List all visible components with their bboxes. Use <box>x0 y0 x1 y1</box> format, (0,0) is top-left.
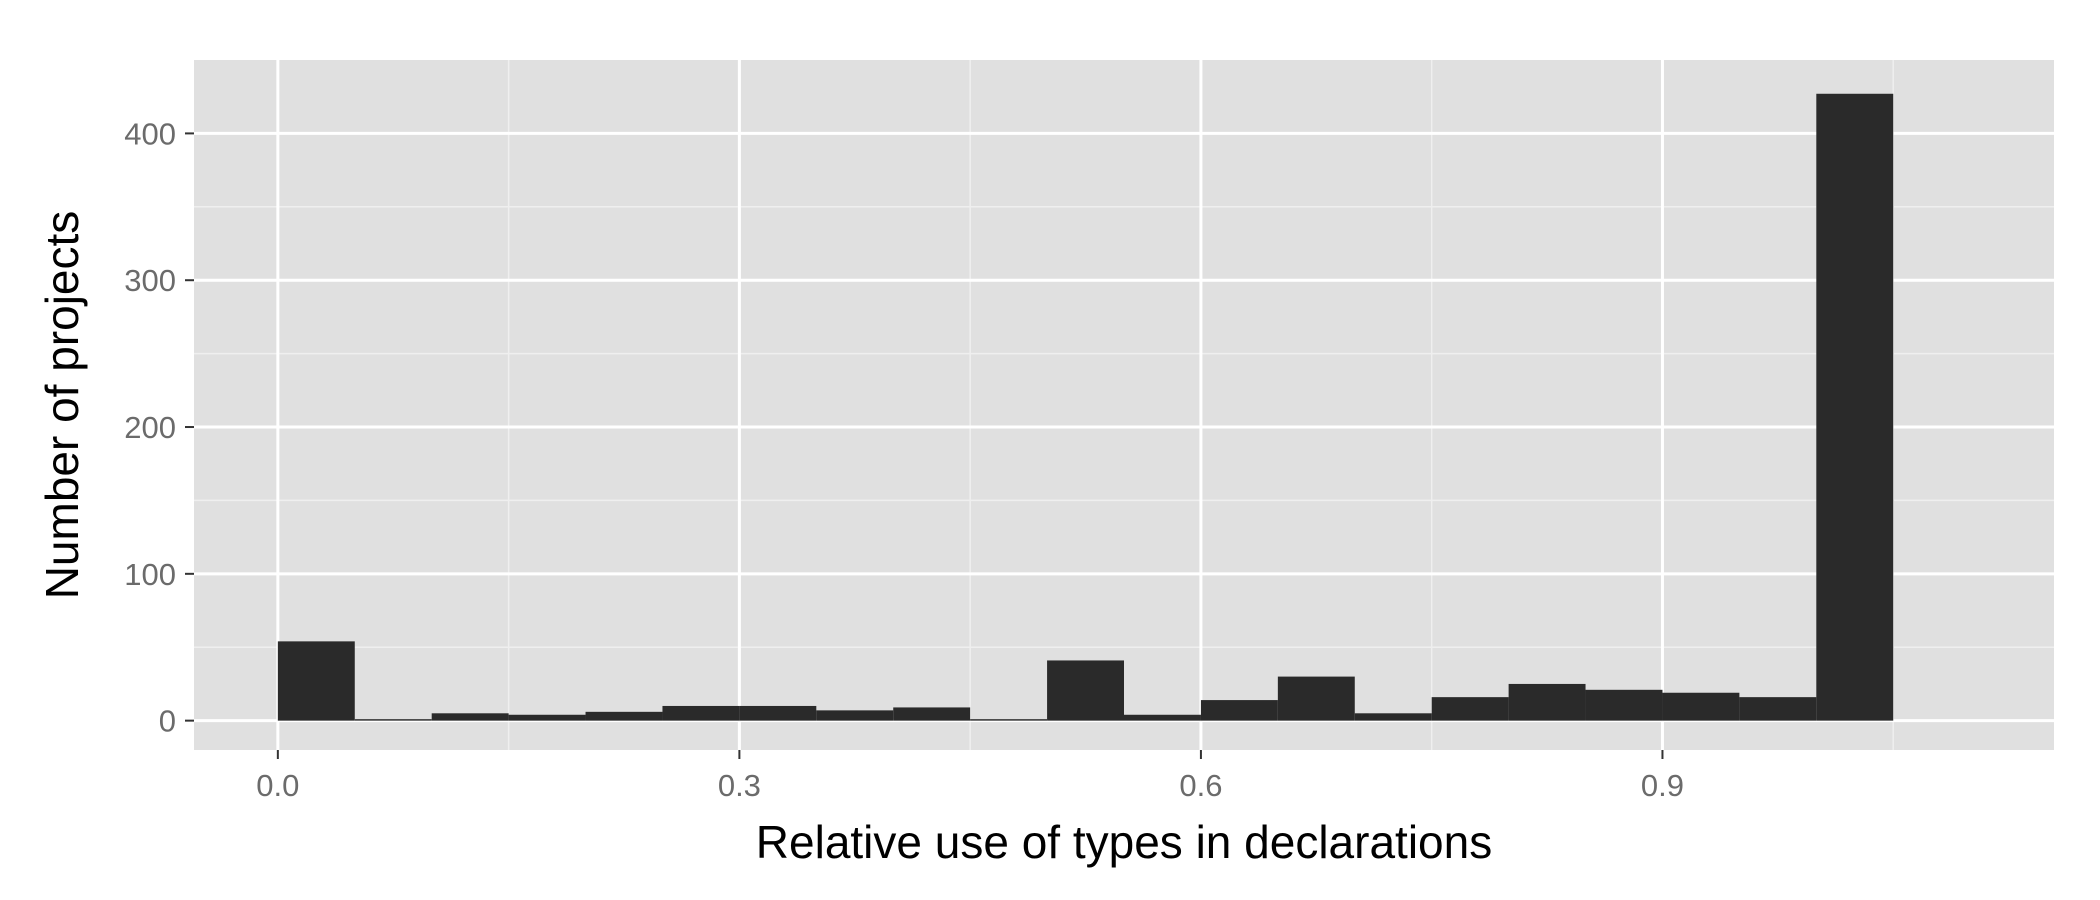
histogram-bar <box>1124 714 1201 721</box>
histogram-bar <box>1277 676 1355 721</box>
x-tick-label: 0.0 <box>256 768 299 803</box>
y-tick-label: 100 <box>124 557 176 592</box>
y-tick-label: 0 <box>159 704 176 739</box>
histogram-bar <box>816 710 894 721</box>
histogram-bar <box>662 705 740 721</box>
x-tick-label: 0.9 <box>1641 768 1684 803</box>
histogram-bar <box>1816 93 1894 721</box>
histogram-bar <box>354 719 432 721</box>
histogram-bar <box>893 707 971 721</box>
histogram-bar <box>1200 700 1278 721</box>
y-axis: 0 100 200 300 400 <box>124 116 194 739</box>
histogram-bar <box>970 719 1048 721</box>
histogram-bar <box>1354 713 1432 721</box>
x-axis-title: Relative use of types in declarations <box>756 816 1492 868</box>
y-tick-label: 300 <box>124 263 176 298</box>
x-tick-label: 0.6 <box>1179 768 1222 803</box>
bars <box>277 93 1894 721</box>
histogram-bar <box>1431 697 1509 721</box>
histogram-bar <box>1585 689 1663 721</box>
histogram-bar <box>585 711 663 721</box>
histogram-bar <box>277 641 355 721</box>
plot-panel <box>194 60 2054 750</box>
histogram-bar <box>739 705 817 721</box>
histogram-bar <box>1047 660 1124 721</box>
histogram-bar <box>1662 692 1740 721</box>
minor-grid <box>194 60 2054 750</box>
y-tick-label: 400 <box>124 116 176 151</box>
histogram-bar <box>1739 697 1817 721</box>
histogram-bar <box>431 713 509 721</box>
x-tick-label: 0.3 <box>718 768 761 803</box>
x-axis: 0.0 0.3 0.6 0.9 <box>256 750 1684 803</box>
histogram-bar <box>1508 683 1586 721</box>
y-tick-label: 200 <box>124 410 176 445</box>
y-axis-title: Number of projects <box>36 211 88 600</box>
histogram-bar <box>508 714 586 721</box>
